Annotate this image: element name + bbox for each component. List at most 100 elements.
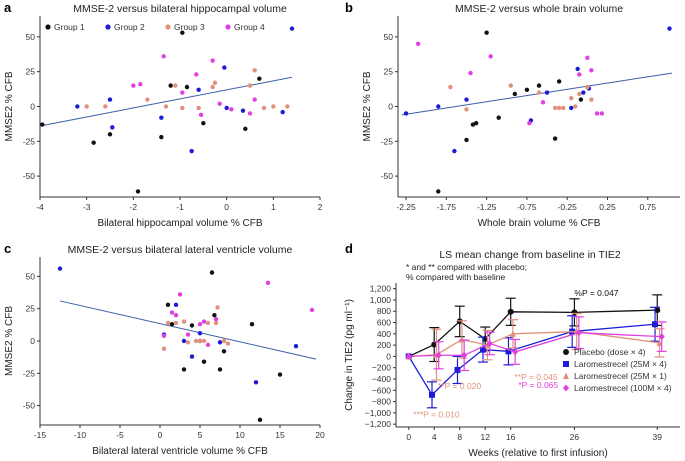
data-point-1 xyxy=(40,122,45,127)
legend-marker-group-3 xyxy=(165,24,171,30)
data-point-4 xyxy=(197,322,203,327)
series-marker-3 xyxy=(458,335,465,343)
y-tick-label: -50 xyxy=(23,171,36,181)
x-tick-label: 0 xyxy=(406,432,411,442)
x-axis-label: Bilateral lateral ventricle volume % CFB xyxy=(92,446,268,457)
data-point-3 xyxy=(508,83,513,88)
x-tick-label: -2 xyxy=(130,202,138,212)
x-tick-label: 0 xyxy=(158,430,163,440)
data-point-2 xyxy=(57,266,63,271)
x-tick-label: -15 xyxy=(34,430,47,440)
x-tick-label: 0.75 xyxy=(639,202,656,212)
data-point-3 xyxy=(213,320,219,326)
y-tick-label: -50 xyxy=(381,171,394,181)
data-point-2 xyxy=(217,340,223,345)
data-point-3 xyxy=(560,105,566,111)
chart-title: MMSE-2 versus bilateral hippocampal volu… xyxy=(73,3,287,15)
data-point-1 xyxy=(217,367,223,372)
data-point-3 xyxy=(225,341,231,346)
data-point-4 xyxy=(265,280,271,286)
note-line-2: % compared with baseline xyxy=(406,272,505,282)
data-point-4 xyxy=(213,316,219,322)
y-tick-label: 50 xyxy=(26,271,36,281)
data-point-2 xyxy=(107,97,113,102)
data-point-4 xyxy=(210,58,215,63)
x-axis-label: Bilateral hippocampal volume % CFB xyxy=(97,218,262,229)
data-point-1 xyxy=(209,270,215,275)
data-point-2 xyxy=(75,104,80,109)
legend-label: Laromestrecel (25M × 4) xyxy=(574,359,667,369)
x-tick-label: 15 xyxy=(275,430,285,440)
data-point-2 xyxy=(280,109,285,115)
data-point-1 xyxy=(181,367,187,372)
data-point-1 xyxy=(165,302,171,308)
data-point-4 xyxy=(229,107,234,112)
data-point-2 xyxy=(224,105,229,111)
data-point-1 xyxy=(249,322,255,327)
data-point-3 xyxy=(271,104,276,109)
x-tick-label: 8 xyxy=(457,432,462,442)
line-panel-d: d LS mean change from baseline in TIE2* a… xyxy=(344,241,680,459)
x-tick-label: -1 xyxy=(176,202,184,212)
data-point-2 xyxy=(197,331,203,336)
data-point-4 xyxy=(540,100,546,105)
data-point-3 xyxy=(103,104,108,109)
data-point-3 xyxy=(161,346,167,351)
x-tick-label: 4 xyxy=(432,432,437,442)
data-point-2 xyxy=(575,66,580,72)
data-point-3 xyxy=(556,105,562,111)
panel-label: b xyxy=(345,0,353,15)
y-tick-label: 1,000 xyxy=(370,295,392,305)
panel-label: d xyxy=(345,241,353,256)
legend-marker-group-1 xyxy=(45,24,51,30)
y-tick-label: 50 xyxy=(384,32,394,42)
data-point-3 xyxy=(180,105,185,111)
data-point-4 xyxy=(468,70,473,76)
data-point-4 xyxy=(252,97,257,102)
data-point-2 xyxy=(196,87,201,92)
x-tick-label: -5 xyxy=(116,430,124,440)
x-tick-label: 1 xyxy=(271,202,276,212)
regression-line xyxy=(59,300,317,360)
data-point-1 xyxy=(473,121,479,126)
data-point-3 xyxy=(573,104,578,109)
data-point-3 xyxy=(589,97,594,102)
data-point-4 xyxy=(161,333,167,339)
data-point-4 xyxy=(585,55,590,60)
y-tick-label: −600 xyxy=(372,385,391,395)
y-tick-label: 25 xyxy=(384,67,394,77)
x-tick-label: -10 xyxy=(74,430,87,440)
data-point-1 xyxy=(484,30,489,35)
data-point-3 xyxy=(536,90,542,95)
data-point-2 xyxy=(569,105,574,111)
p-value-annotation: *P = 0.065 xyxy=(518,380,558,390)
data-point-4 xyxy=(217,101,222,106)
data-point-4 xyxy=(594,111,600,116)
x-tick-label: -0.25 xyxy=(558,202,578,212)
data-point-2 xyxy=(544,90,550,95)
data-point-2 xyxy=(667,26,672,31)
data-point-4 xyxy=(180,90,185,95)
x-tick-label: 10 xyxy=(235,430,245,440)
chart-title: MMSE-2 versus bilateral lateral ventricl… xyxy=(68,244,293,256)
x-tick-label: 26 xyxy=(570,432,580,442)
x-tick-label: 12 xyxy=(480,432,490,442)
data-point-1 xyxy=(169,322,175,327)
data-point-3 xyxy=(247,83,253,88)
legend-label: Laromestrecel (25M × 1) xyxy=(574,371,667,381)
x-tick-label: 39 xyxy=(653,432,663,442)
x-tick-label: -4 xyxy=(36,202,44,212)
y-axis-label: MMSE2 % CFB xyxy=(362,71,373,141)
y-axis-label: Change in TIE2 (pg ml⁻¹) xyxy=(344,299,355,411)
x-tick-label: 0 xyxy=(224,202,229,212)
scatter-panel-b: b MMSE-2 versus whole brain volume -2.25 -1… xyxy=(345,0,680,229)
data-point-2 xyxy=(159,115,164,120)
data-point-3 xyxy=(163,104,169,109)
x-tick-label: -3 xyxy=(83,202,91,212)
data-point-2 xyxy=(189,148,194,154)
series-marker-2 xyxy=(652,321,659,328)
y-tick-label: 600 xyxy=(377,318,391,328)
data-point-1 xyxy=(496,115,501,120)
y-tick-label: 400 xyxy=(377,329,391,339)
data-point-1 xyxy=(578,97,584,102)
